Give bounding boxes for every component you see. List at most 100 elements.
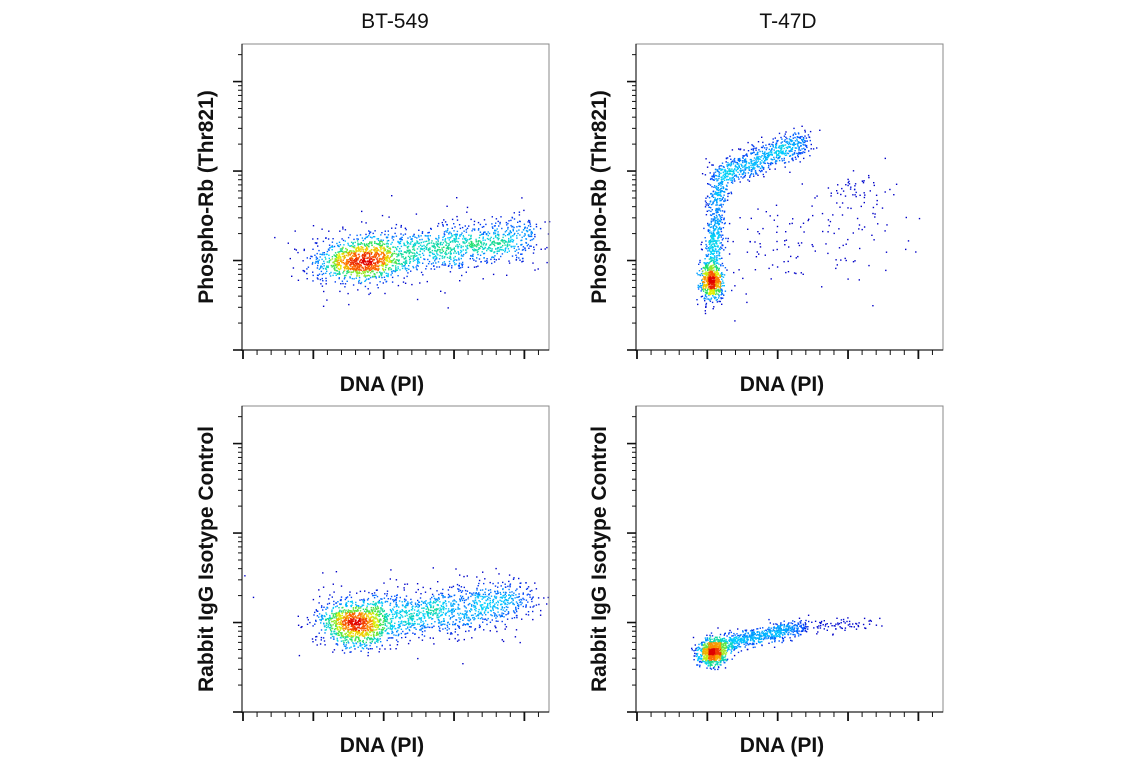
data-point [508, 248, 509, 249]
data-point [784, 136, 785, 137]
data-point [732, 149, 733, 150]
data-point [732, 160, 733, 161]
data-point [344, 645, 345, 646]
data-point [748, 172, 749, 173]
data-point [374, 269, 375, 270]
data-point [534, 236, 535, 237]
data-point [513, 593, 514, 594]
data-point [518, 593, 519, 594]
data-point [320, 267, 321, 268]
data-point [436, 241, 437, 242]
data-point [332, 249, 333, 250]
data-point [372, 593, 373, 594]
data-point [435, 238, 436, 239]
data-point [758, 160, 759, 161]
data-point [494, 613, 495, 614]
data-point [352, 250, 353, 251]
data-point [396, 253, 397, 254]
data-point [387, 640, 388, 641]
data-point [842, 214, 843, 215]
data-point [450, 257, 451, 258]
data-point [482, 227, 483, 228]
data-point [450, 618, 451, 619]
data-point [428, 240, 429, 241]
data-point [488, 231, 489, 232]
data-point [471, 246, 472, 247]
data-point [507, 252, 508, 253]
data-point [712, 209, 713, 210]
data-point [795, 157, 796, 158]
data-point [788, 161, 789, 162]
data-point [466, 242, 467, 243]
data-point [713, 197, 714, 198]
data-point [709, 230, 710, 231]
data-point [798, 141, 799, 142]
data-point [758, 141, 759, 142]
data-point [734, 173, 735, 174]
data-point [441, 247, 442, 248]
data-point [776, 152, 777, 153]
data-point [419, 262, 420, 263]
data-point [722, 235, 723, 236]
data-point [746, 302, 747, 303]
data-point [405, 283, 406, 284]
data-point [516, 235, 517, 236]
data-point [840, 259, 841, 260]
data-point [717, 192, 718, 193]
data-point [470, 244, 471, 245]
data-point [706, 296, 707, 297]
data-point [716, 288, 717, 289]
data-point [437, 239, 438, 240]
data-point [460, 252, 461, 253]
data-point [434, 260, 435, 261]
data-point [528, 248, 529, 249]
data-point [745, 158, 746, 159]
data-point [795, 134, 796, 135]
data-point [747, 142, 748, 143]
data-point [394, 596, 395, 597]
data-point [356, 278, 357, 279]
data-point [325, 258, 326, 259]
data-point [452, 235, 453, 236]
data-point [874, 216, 875, 217]
data-point [711, 260, 712, 261]
data-point [344, 275, 345, 276]
data-point [440, 249, 441, 250]
data-point [365, 266, 366, 267]
data-point [538, 597, 539, 598]
data-point [403, 256, 404, 257]
data-point [322, 572, 323, 573]
data-point [401, 256, 402, 257]
data-point [407, 605, 408, 606]
data-point [408, 269, 409, 270]
data-point [443, 264, 444, 265]
data-point [712, 220, 713, 221]
data-point [343, 260, 344, 261]
data-point [358, 257, 359, 258]
data-point [722, 265, 723, 266]
data-point [791, 149, 792, 150]
data-point [714, 224, 715, 225]
data-point [317, 245, 318, 246]
data-point [330, 272, 331, 273]
data-point [794, 272, 795, 273]
data-point [748, 150, 749, 151]
data-point [374, 243, 375, 244]
data-point [713, 296, 714, 297]
data-point [786, 153, 787, 154]
data-point [408, 250, 409, 251]
data-point [355, 242, 356, 243]
data-point [413, 624, 414, 625]
data-point [458, 591, 459, 592]
data-point [399, 251, 400, 252]
data-point [885, 158, 886, 159]
data-point [418, 589, 419, 590]
data-point [510, 236, 511, 237]
data-point [461, 263, 462, 264]
data-point [715, 294, 716, 295]
data-point [704, 268, 705, 269]
data-point [849, 183, 850, 184]
data-point [704, 297, 705, 298]
data-point [341, 261, 342, 262]
data-point [321, 620, 322, 621]
